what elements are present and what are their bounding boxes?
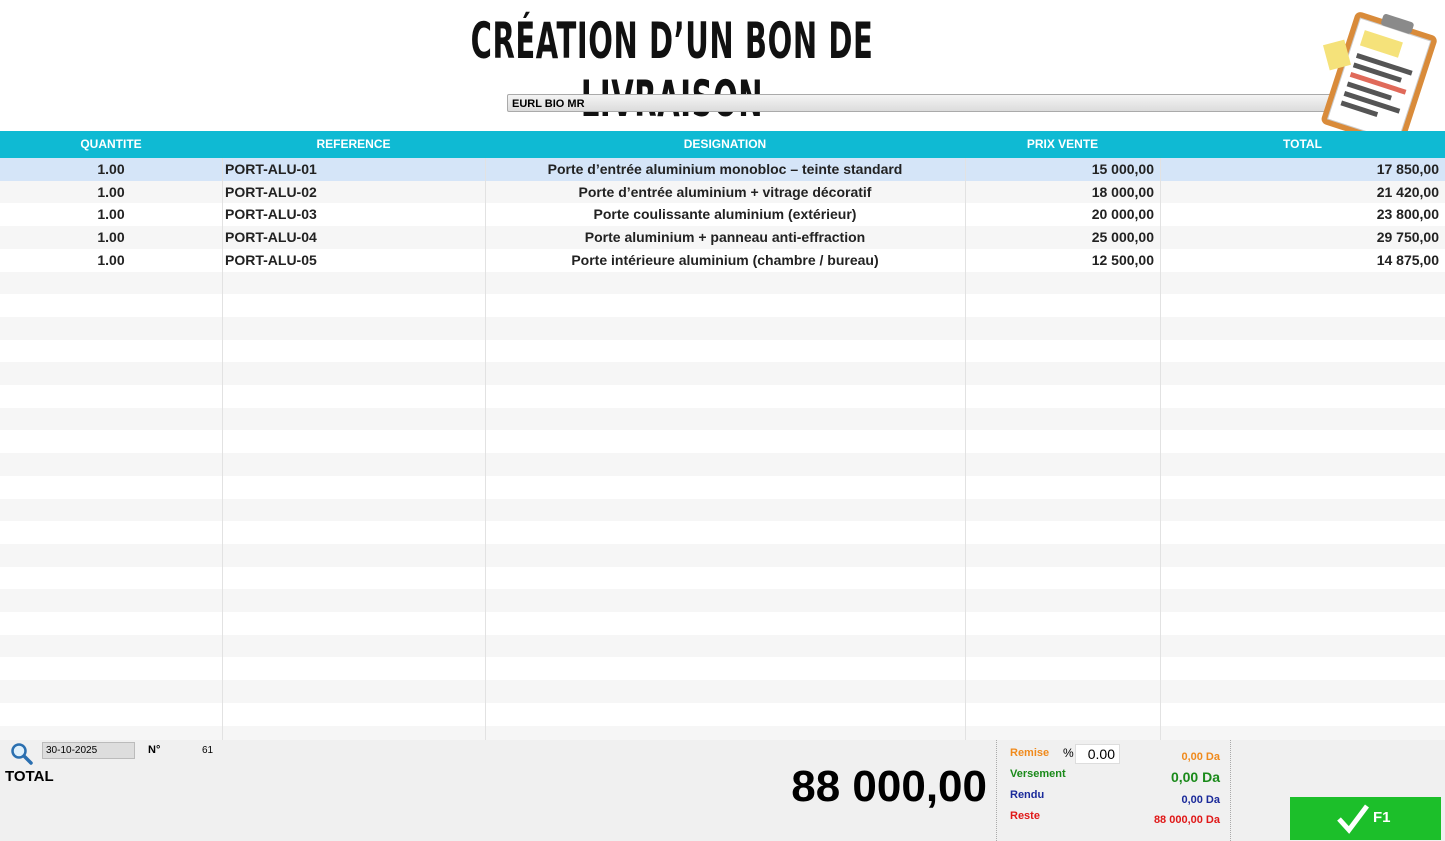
table-cell: Porte d’entrée aluminium + vitrage décor… bbox=[578, 183, 872, 200]
table-cell: 25 000,00 bbox=[1091, 229, 1154, 246]
table-row: 1.00 PORT-ALU-01 Porte d’entrée aluminium … bbox=[0, 158, 1445, 181]
table-row bbox=[0, 362, 1445, 385]
table-row bbox=[0, 339, 1445, 363]
table-cell: PORT-ALU-02 bbox=[225, 183, 317, 200]
table-cell: 17 850,00 bbox=[1376, 161, 1439, 177]
table-row bbox=[0, 543, 1445, 567]
separator bbox=[1230, 740, 1231, 841]
total-value: 88 000,00 bbox=[791, 762, 987, 811]
table-cell: PORT-ALU-05 bbox=[225, 251, 317, 268]
table-row bbox=[0, 316, 1445, 340]
table-cell: 12 500,00 bbox=[1091, 251, 1154, 268]
column-divider bbox=[965, 158, 966, 740]
table-row bbox=[0, 475, 1445, 499]
versement-amount: 0,00 Da bbox=[1170, 769, 1220, 785]
table-row bbox=[0, 453, 1445, 476]
table-row: 1.00 PORT-ALU-04 Porte aluminium + panneau… bbox=[0, 226, 1445, 249]
table-header: QUANTITE REFERENCE DESIGNATION PRIX VENTE TO… bbox=[0, 131, 1445, 158]
footer: 30-10-2025 N° 61 TOTAL 88 000,00 Remise … bbox=[0, 740, 1445, 841]
number-value: 61 bbox=[202, 745, 214, 756]
table-row bbox=[0, 589, 1445, 612]
table-cell: Porte aluminium + panneau anti-effractio… bbox=[584, 229, 866, 246]
table-row bbox=[0, 612, 1445, 635]
table-cell: 1.00 bbox=[97, 206, 125, 223]
check-icon bbox=[1337, 804, 1369, 834]
table-row bbox=[0, 498, 1445, 522]
total-label: TOTAL bbox=[5, 768, 54, 785]
rendu-amount: 0,00 Da bbox=[1181, 794, 1220, 806]
table-row bbox=[0, 634, 1445, 658]
table-cell: 1.00 bbox=[97, 183, 125, 200]
date-input[interactable]: 30-10-2025 bbox=[42, 742, 135, 759]
rendu-label: Rendu bbox=[1010, 789, 1045, 801]
table-row bbox=[0, 657, 1445, 681]
number-label: N° bbox=[148, 744, 161, 756]
table-row bbox=[0, 271, 1445, 295]
table-row bbox=[0, 430, 1445, 454]
button-label: F1 bbox=[1373, 809, 1391, 826]
column-divider bbox=[222, 158, 223, 740]
table-row: 1.00 PORT-ALU-02 Porte d’entrée aluminium … bbox=[0, 180, 1445, 204]
clipboard-icon bbox=[1321, 12, 1437, 148]
table-row bbox=[0, 702, 1445, 726]
table-cell: 1.00 bbox=[97, 251, 125, 268]
table-cell: 1.00 bbox=[97, 161, 125, 177]
table-cell: PORT-ALU-03 bbox=[225, 206, 317, 223]
column-header: REFERENCE bbox=[316, 137, 391, 151]
remise-label: Remise bbox=[1010, 747, 1050, 759]
table-row bbox=[0, 566, 1445, 590]
table-cell: Porte intérieure aluminium (chambre / bu… bbox=[571, 251, 879, 268]
table-cell: 29 750,00 bbox=[1376, 229, 1439, 246]
table-cell: Porte coulissante aluminium (extérieur) bbox=[593, 206, 857, 223]
table-row bbox=[0, 294, 1445, 317]
table-row: 1.00 PORT-ALU-05 Porte intérieure aluminiu… bbox=[0, 248, 1445, 272]
table-row bbox=[0, 385, 1445, 408]
table-cell: 21 420,00 bbox=[1376, 183, 1439, 200]
reste-label: Reste bbox=[1010, 810, 1040, 822]
column-divider bbox=[1160, 158, 1161, 740]
table-cell: 23 800,00 bbox=[1376, 206, 1439, 223]
table-row bbox=[0, 680, 1445, 703]
table-cell: Porte d’entrée aluminium monobloc – tein… bbox=[547, 161, 903, 177]
table-cell: 15 000,00 bbox=[1091, 161, 1154, 177]
column-header: PRIX VENTE bbox=[1026, 137, 1099, 151]
table-cell: PORT-ALU-04 bbox=[225, 229, 317, 246]
column-header: TOTAL bbox=[1283, 137, 1322, 151]
client-select[interactable]: EURL BIO MR bbox=[507, 94, 1333, 112]
validate-button[interactable]: F1 bbox=[1290, 797, 1441, 840]
remise-amount: 0,00 Da bbox=[1181, 751, 1220, 763]
reste-amount: 88 000,00 Da bbox=[1153, 814, 1220, 826]
table-cell: 1.00 bbox=[97, 229, 125, 246]
remise-input[interactable]: 0.00 bbox=[1075, 744, 1120, 764]
table-row: 1.00 PORT-ALU-03 Porte coulissante alumini… bbox=[0, 203, 1445, 227]
percent-sign: % bbox=[1063, 746, 1074, 760]
table-cell: 18 000,00 bbox=[1091, 183, 1154, 200]
separator bbox=[996, 740, 997, 841]
table-cell: PORT-ALU-01 bbox=[225, 161, 317, 177]
table-cell: 14 875,00 bbox=[1376, 251, 1439, 268]
table-row bbox=[0, 407, 1445, 431]
versement-label: Versement bbox=[1010, 768, 1066, 780]
column-divider bbox=[485, 158, 486, 740]
search-icon[interactable] bbox=[10, 742, 34, 766]
table-row bbox=[0, 521, 1445, 544]
column-header: DESIGNATION bbox=[683, 137, 767, 151]
table-cell: 20 000,00 bbox=[1091, 206, 1154, 223]
table-row bbox=[0, 725, 1445, 740]
column-header: QUANTITE bbox=[80, 137, 142, 151]
